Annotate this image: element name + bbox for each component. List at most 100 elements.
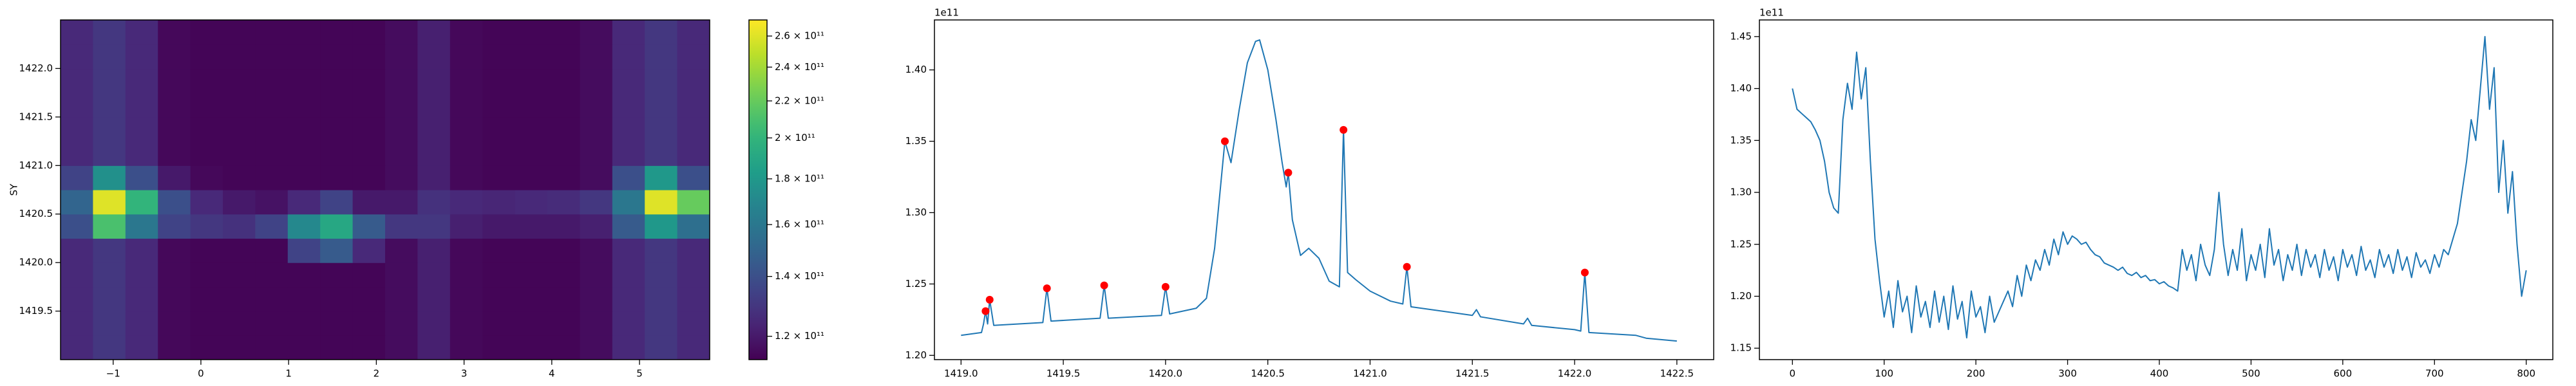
heatmap-cell (125, 286, 158, 312)
heatmap-cell (385, 311, 418, 336)
heatmap-cell (645, 311, 678, 336)
heatmap-cell (190, 93, 223, 118)
heatmap-cell (93, 238, 126, 263)
heatmap-cell (450, 190, 483, 215)
heatmap-cell (547, 214, 580, 239)
heatmap-cell (125, 20, 158, 45)
heatmap-cell (677, 286, 710, 312)
heatmap-cell (417, 190, 451, 215)
heatmap-cell (645, 116, 678, 142)
heatmap-cell (645, 335, 678, 360)
heatmap-cell (515, 238, 548, 263)
heatmap-cell (223, 141, 256, 166)
heatmap-cell (255, 190, 289, 215)
y-axis-label: SY (8, 183, 20, 196)
x-tick-label: 3 (461, 368, 468, 380)
x-tick-label: 2 (374, 368, 380, 380)
heatmap-cell (547, 68, 580, 93)
heatmap-cell (352, 238, 386, 263)
heatmap-cell (158, 190, 191, 215)
heatmap-cell (93, 214, 126, 239)
heatmap-cell (158, 116, 191, 142)
heatmap-cell (61, 165, 93, 190)
heatmap-cell (612, 335, 645, 360)
heatmap-cell (125, 190, 158, 215)
heatmap-cell (417, 335, 451, 360)
axes-frame (60, 19, 710, 360)
x-tick-label: 5 (636, 368, 643, 380)
heatmap-cell (612, 286, 645, 312)
heatmap-cell (61, 190, 93, 215)
heatmap-cell (190, 20, 223, 45)
heatmap-cell (255, 20, 289, 45)
heatmap-cell (255, 68, 289, 93)
peak-marker (1161, 282, 1170, 291)
peak-marker (981, 307, 990, 315)
heatmap-cell (612, 44, 645, 69)
heatmap-cell (580, 286, 613, 312)
heatmap-cell (223, 311, 256, 336)
heatmap-cell (158, 214, 191, 239)
heatmap-cell (158, 238, 191, 263)
heatmap-cell (320, 214, 354, 239)
heatmap-cell (547, 335, 580, 360)
heatmap-cell (677, 44, 710, 69)
colorbar-frame (748, 19, 768, 360)
heatmap-cell (645, 20, 678, 45)
y-tick-label: 1.30 (905, 207, 927, 218)
heatmap-cell (385, 214, 418, 239)
heatmap-cell (190, 44, 223, 69)
heatmap-cell (547, 93, 580, 118)
peak-marker (1580, 268, 1589, 277)
heatmap-cell (645, 44, 678, 69)
y-tick-label: 1421.0 (19, 160, 53, 171)
heatmap-cell (580, 311, 613, 336)
heatmap-cell (223, 68, 256, 93)
x-tick-label: 1419.5 (1046, 368, 1081, 380)
heatmap-cell (450, 141, 483, 166)
heatmap-cell (352, 286, 386, 312)
heatmap-cell (580, 238, 613, 263)
heatmap-cell (255, 165, 289, 190)
heatmap-cell (352, 93, 386, 118)
heatmap-cell (320, 93, 354, 118)
heatmap-cell (125, 262, 158, 288)
heatmap-cell (385, 68, 418, 93)
heatmap-cell (677, 93, 710, 118)
x-tick-label: 300 (2058, 368, 2077, 380)
heatmap-cell (612, 20, 645, 45)
heatmap-cell (482, 262, 516, 288)
heatmap-cell (255, 44, 289, 69)
heatmap-cell (352, 44, 386, 69)
heatmap-cell (125, 311, 158, 336)
heatmap-cell (61, 44, 93, 69)
heatmap-cell (612, 262, 645, 288)
heatmap-cell (677, 214, 710, 239)
heatmap-cell (158, 262, 191, 288)
heatmap-cell (125, 44, 158, 69)
heatmap-cell (645, 190, 678, 215)
heatmap-cell (645, 93, 678, 118)
heatmap-cell (255, 116, 289, 142)
heatmap-cell (645, 68, 678, 93)
offset-text: 1e11 (934, 7, 959, 19)
heatmap-cell (547, 262, 580, 288)
heatmap-cell (61, 141, 93, 166)
heatmap-cell (385, 44, 418, 69)
heatmap-cell (515, 44, 548, 69)
heatmap-cell (482, 68, 516, 93)
heatmap-cell (612, 68, 645, 93)
heatmap-cell (612, 116, 645, 142)
heatmap-cell (190, 238, 223, 263)
heatmap-cell (677, 141, 710, 166)
heatmap-cell (255, 335, 289, 360)
heatmap-cell (158, 141, 191, 166)
heatmap-cell (352, 262, 386, 288)
heatmap-cell (450, 262, 483, 288)
heatmap-cell (93, 68, 126, 93)
peak-marker (1403, 262, 1411, 271)
heatmap-cell (320, 262, 354, 288)
heatmap-cell (190, 214, 223, 239)
heatmap-cell (61, 214, 93, 239)
heatmap-cell (385, 190, 418, 215)
